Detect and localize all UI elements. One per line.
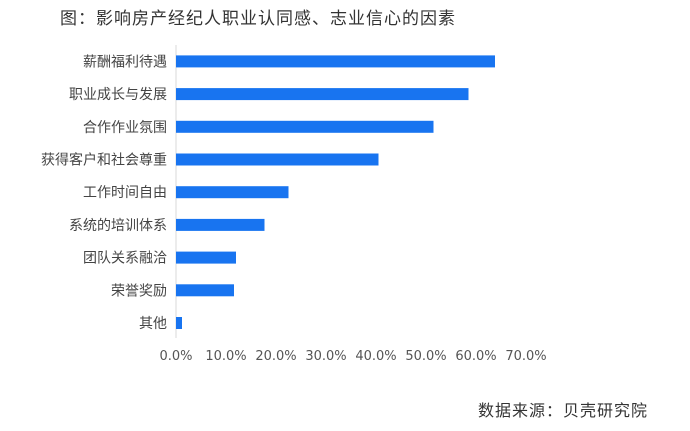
x-tick-label-1: 10.0% [205,349,246,364]
category-label-2: 合作作业氛围 [83,120,167,136]
x-tick-label-4: 40.0% [355,349,396,364]
category-labels: 薪酬福利待遇职业成长与发展合作作业氛围获得客户和社会尊重工作时间自由系统的培训体… [41,54,167,332]
x-tick-label-2: 20.0% [255,349,296,364]
x-tick-label-7: 70.0% [505,349,546,364]
x-tick-label-6: 60.0% [455,349,496,364]
category-label-6: 团队关系融洽 [83,251,167,267]
bar-2 [176,120,434,133]
x-tick-label-3: 30.0% [305,349,346,364]
x-tick-label-0: 0.0% [159,349,192,364]
chart-title: 图：影响房产经纪人职业认同感、志业信心的因素 [60,9,456,29]
x-tick-labels: 0.0% 10.0% 20.0% 30.0% 40.0% 50.0% 60.0% 70.0% [159,349,546,364]
category-label-3: 获得客户和社会尊重 [41,152,167,169]
bar-1 [176,88,469,101]
bar-7 [176,284,234,297]
category-label-8: 其他 [139,316,167,332]
category-label-0: 薪酬福利待遇 [83,54,167,70]
x-tick-label-5: 50.0% [405,349,446,364]
bar-0 [176,55,495,68]
bar-5 [176,218,265,231]
bar-3 [176,153,379,166]
category-label-7: 荣誉奖励 [111,282,167,299]
bars-group [176,55,495,329]
category-label-4: 工作时间自由 [83,185,167,201]
category-label-5: 系统的培训体系 [69,218,167,234]
bar-8 [176,317,182,329]
bar-4 [176,186,289,199]
category-label-1: 职业成长与发展 [69,87,167,103]
bar-6 [176,251,236,264]
source-note: 数据来源：贝壳研究院 [477,401,648,420]
